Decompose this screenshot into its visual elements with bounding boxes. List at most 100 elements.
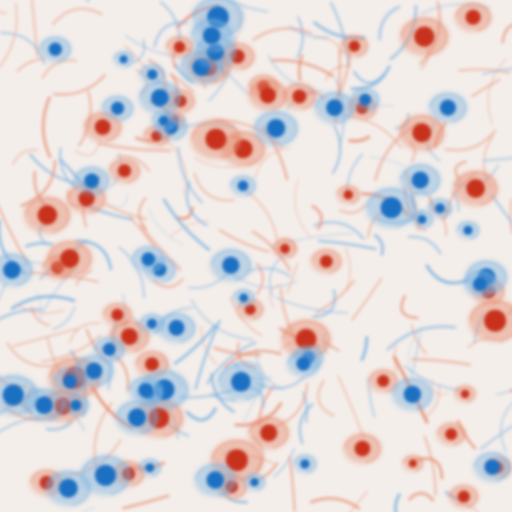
filament-streak [339,203,367,215]
vortex-core [60,249,80,268]
vortex-core [70,399,82,411]
red-vortex [102,303,132,327]
filament-streak [344,246,351,291]
vortex-spiral-arm [193,0,243,38]
filament-streak [444,129,497,152]
vortex-core [147,69,158,80]
vortex-core [457,490,470,503]
vortex-spiral-arm [293,454,317,473]
filament-streak [252,27,313,41]
vortex-core [120,328,138,345]
blue-vortex [0,253,33,287]
vortex-core [484,459,500,475]
vortex-spiral-arm [195,464,235,496]
filament-streak [138,197,148,230]
vortex-core [473,277,487,291]
filament-streak [83,507,96,512]
filament-streak [348,135,371,143]
filament-streak [210,372,235,413]
filament-streak [35,290,42,323]
vortex-core [141,252,156,266]
filament-streak [482,68,512,76]
vortex-core [244,304,256,315]
red-vortex [454,385,476,403]
blue-vortex [151,111,177,131]
blue-vortex [39,36,72,62]
filament-streak [109,194,128,208]
vortex-spiral-arm [0,254,32,287]
blue-vortex [62,394,90,416]
filament-streak [193,172,235,202]
vortex-spiral-arm [94,337,125,362]
vortex-core [2,384,24,406]
filament-streak [255,347,285,390]
blue-vortex [113,51,134,68]
blue-vortex [115,400,159,435]
filament-streak [407,235,442,255]
blue-vortex [457,221,479,240]
vortex-spiral-arm [113,51,134,68]
vortex-spiral-arm [392,378,433,411]
filament-streak [0,11,7,14]
filament-streak [410,324,427,355]
vortex-core [37,205,57,225]
filament-streak [0,2,18,67]
vortex-core [35,396,53,414]
vortex-core [84,173,100,189]
blue-vortex [287,350,320,377]
vortex-spiral-arm [454,385,476,403]
blue-vortex [399,164,441,197]
red-vortex [24,196,71,234]
vortex-core [119,55,128,64]
filament-streak [491,194,512,225]
vortex-spiral-arm [218,364,264,400]
filament-streak [0,282,7,298]
blue-vortex [428,92,467,123]
filament-streak [104,202,148,221]
filament-streak [29,153,79,185]
vortex-core [417,214,427,224]
red-vortex [311,249,342,274]
filament-streak [243,375,273,424]
filament-streak [218,229,270,253]
red-vortex [248,80,288,111]
blue-vortex [139,64,165,85]
vortex-spiral-arm [116,401,158,435]
vortex-spiral-arm [103,303,132,327]
vortex-core [239,293,249,303]
filament-streak [275,296,349,314]
red-vortex [336,185,360,204]
filament-streak [501,23,512,44]
vortex-core [296,357,311,371]
filament-streak [412,334,421,373]
filament-streak [175,206,194,220]
blue-vortex [194,463,236,497]
vortex-spiral-arm [315,92,354,124]
filament-streak [165,139,187,196]
filament-streak [162,198,211,252]
filament-streak [425,264,470,285]
vortex-spiral-arm [457,221,479,240]
blue-vortex [157,312,196,343]
vortex-core [3,261,21,279]
red-vortex [340,35,368,57]
filament-streak [403,365,462,391]
filament-streak [16,304,65,314]
filament-streak [378,5,401,41]
vortex-core [146,318,158,329]
vortex-core [145,463,155,473]
filament-streak [177,146,204,204]
filament-streak [479,424,512,450]
vortex-core [259,87,276,104]
vortex-core [206,471,224,489]
vortex-spiral-arm [81,456,130,495]
vortex-core [326,99,343,116]
filament-streak [97,141,172,153]
filament-streak [205,341,257,385]
filament-streak [190,299,254,341]
filament-streak [451,190,460,213]
filament-streak [351,277,383,321]
filament-streak [6,342,56,367]
filament-streak [500,402,512,453]
